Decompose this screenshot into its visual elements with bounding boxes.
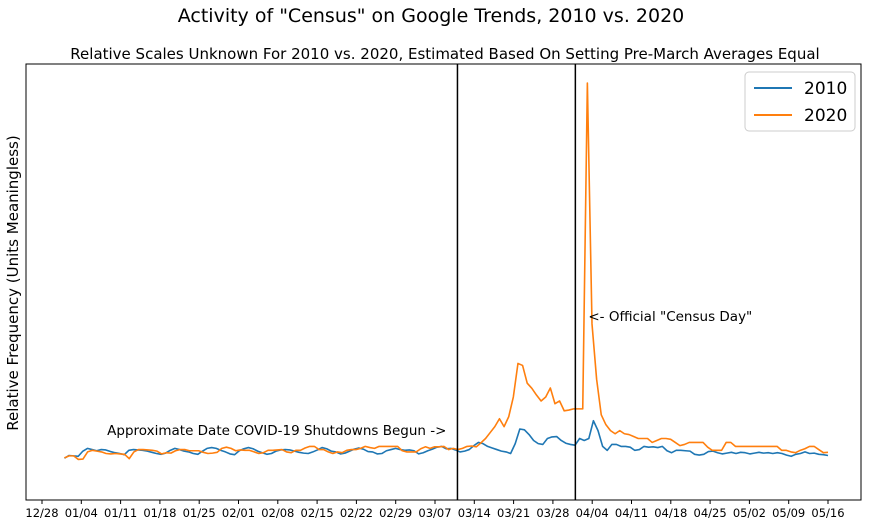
x-tick-label: 02/01: [222, 506, 255, 520]
x-tick-label: 02/29: [379, 506, 412, 520]
x-tick-label: 02/15: [301, 506, 334, 520]
x-tick-label: 05/02: [733, 506, 766, 520]
x-tick-label: 03/21: [497, 506, 530, 520]
x-tick-label: 01/18: [143, 506, 176, 520]
x-tick-label: 01/04: [65, 506, 98, 520]
chart-title: Activity of "Census" on Google Trends, 2…: [178, 5, 685, 27]
x-tick-label: 12/28: [25, 506, 58, 520]
vertical-markers: Approximate Date COVID-19 Shutdowns Begu…: [107, 64, 752, 500]
chart-subtitle: Relative Scales Unknown For 2010 vs. 202…: [70, 45, 819, 63]
x-axis-ticks: 12/28 01/04 01/11 01/18 01/25 02/01 02/08 02/15…: [25, 500, 845, 520]
x-tick-label: 01/11: [104, 506, 137, 520]
x-tick-label: 03/07: [418, 506, 451, 520]
legend: 2010 2020: [744, 71, 856, 132]
x-tick-label: 04/18: [654, 506, 687, 520]
x-tick-label: 05/09: [772, 506, 805, 520]
series-lines: [64, 82, 829, 461]
x-tick-label: 04/04: [576, 506, 609, 520]
y-axis-label: Relative Frequency (Units Meaningless): [4, 135, 22, 430]
x-tick-label: 05/16: [811, 506, 844, 520]
x-tick-label: 03/14: [458, 506, 491, 520]
x-tick-label: 03/28: [536, 506, 569, 520]
x-tick-label: 04/25: [694, 506, 727, 520]
legend-label-2020: 2020: [804, 106, 847, 126]
x-tick-label: 01/25: [183, 506, 216, 520]
x-tick-label: 04/11: [615, 506, 648, 520]
series-line-2020: [64, 82, 829, 461]
legend-label-2010: 2010: [804, 79, 847, 99]
x-tick-label: 02/22: [340, 506, 373, 520]
x-tick-label: 02/08: [261, 506, 294, 520]
annotation-1: <- Official "Census Day": [588, 309, 752, 325]
plot-area: [25, 63, 862, 501]
legend-box: [744, 71, 856, 132]
annotation-0: Approximate Date COVID-19 Shutdowns Begu…: [107, 423, 446, 439]
